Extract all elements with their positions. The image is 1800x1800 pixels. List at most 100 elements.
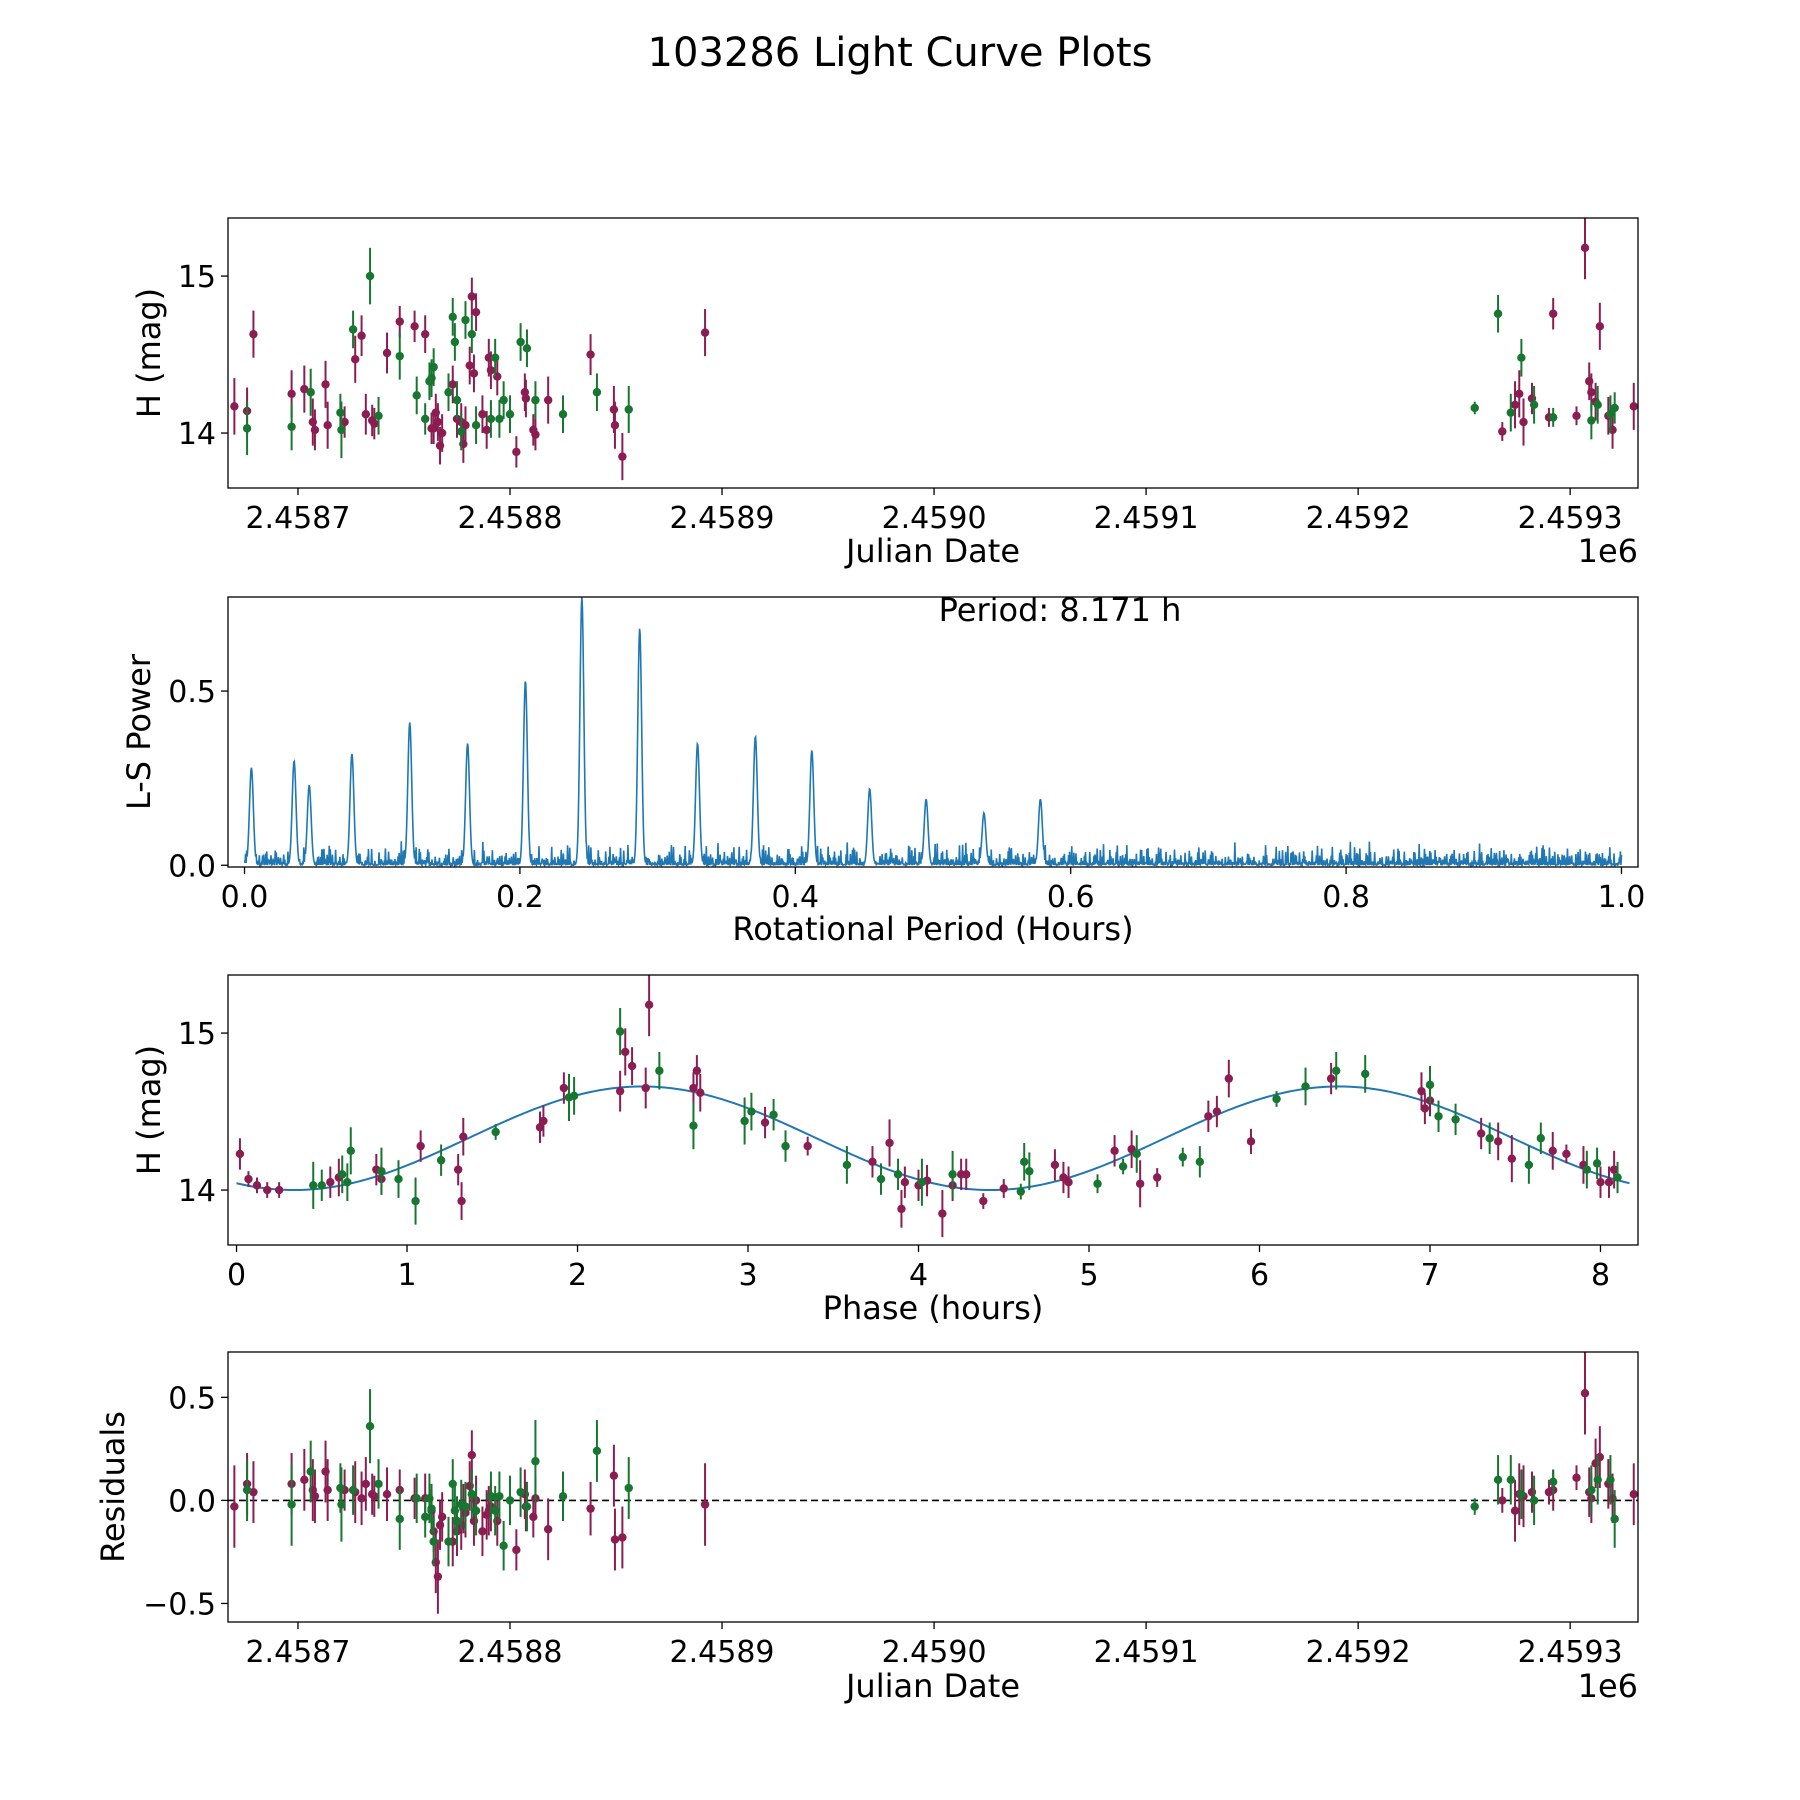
light-curve-y-tick-label: 15 [178, 260, 216, 295]
data-point-g [842, 1160, 852, 1170]
data-point-g [499, 395, 508, 405]
residuals-x-tick-label: 2.4589 [670, 1635, 775, 1670]
data-point-r [361, 1479, 371, 1489]
data-point-r [1595, 322, 1605, 331]
data-point-g [1132, 1149, 1141, 1159]
data-point-g [1020, 1157, 1029, 1167]
data-point-r [1204, 1112, 1213, 1121]
data-point-r [543, 1525, 553, 1534]
data-point-g [1610, 403, 1619, 413]
data-point-g [1593, 400, 1602, 410]
data-point-g [531, 395, 540, 405]
data-point-g [486, 1492, 496, 1501]
data-point-g [531, 1457, 540, 1466]
residuals-x-tick-label: 2.4593 [1518, 1635, 1623, 1670]
data-point-g [374, 411, 383, 420]
residuals-x-tick-label: 2.4592 [1306, 1635, 1411, 1670]
data-point-g [592, 1446, 602, 1456]
data-point-r [644, 1000, 654, 1010]
phased-curve-plot-area [235, 975, 1630, 1238]
data-point-g [769, 1110, 778, 1119]
data-point-g [1606, 410, 1615, 419]
data-point-r [610, 421, 620, 430]
data-point-r [609, 1471, 619, 1480]
light-curve-frame [227, 217, 1639, 489]
data-point-r [1135, 1179, 1145, 1188]
residuals-y-tick-label: −0.5 [143, 1587, 216, 1622]
data-point-g [374, 1479, 383, 1489]
data-point-g [412, 1494, 421, 1503]
data-point-g [1093, 1179, 1102, 1188]
data-point-r [395, 317, 404, 326]
data-point-g [309, 1181, 318, 1190]
data-point-g [1332, 1066, 1341, 1075]
data-point-r [249, 329, 258, 339]
phased-curve-x-tick-label: 5 [1079, 1258, 1098, 1293]
data-point-g [1593, 1475, 1602, 1484]
data-point-r [486, 366, 496, 375]
data-point-r [1562, 1149, 1571, 1159]
data-point-g [1610, 1514, 1619, 1524]
data-point-r [437, 1512, 447, 1522]
data-point-r [897, 1204, 906, 1214]
data-point-r [437, 428, 447, 438]
data-point-g [1582, 1165, 1592, 1174]
light-curve-y-tick-label: 14 [178, 417, 216, 452]
data-point-r [1515, 389, 1524, 399]
figure-title: 103286 Light Curve Plots [648, 30, 1153, 76]
periodogram-y-tick-label: 0.0 [168, 849, 216, 884]
data-point-g [1587, 1485, 1596, 1495]
data-point-g [505, 1496, 515, 1505]
data-point-r [1629, 1490, 1638, 1499]
data-point-r [615, 1086, 625, 1096]
data-point-g [1606, 1475, 1615, 1484]
data-point-r [1498, 1496, 1507, 1505]
data-point-g [338, 1170, 347, 1179]
data-point-g [429, 362, 438, 372]
periodogram-x-tick-label: 0.8 [1322, 880, 1370, 915]
data-point-g [516, 1487, 525, 1497]
data-point-g [1587, 416, 1596, 425]
data-point-r [559, 1083, 569, 1093]
data-point-r [586, 1504, 595, 1513]
data-point-r [1629, 402, 1638, 411]
data-point-r [382, 1490, 392, 1499]
data-point-r [1417, 1086, 1426, 1096]
data-point-r [287, 389, 296, 399]
data-point-r [609, 405, 619, 414]
data-point-r [520, 388, 530, 397]
periodogram-line-group [243, 597, 1623, 867]
periodogram-plot-area [243, 597, 1623, 867]
data-point-r [230, 402, 239, 411]
data-point-r [700, 328, 710, 337]
data-point-r [760, 1118, 770, 1127]
phased-curve-x-tick-label: 1 [397, 1258, 416, 1293]
data-point-r [938, 1209, 947, 1218]
data-point-r [457, 1196, 466, 1206]
data-point-g [336, 1483, 345, 1493]
data-point-r [459, 1132, 468, 1141]
data-point-g [411, 1196, 420, 1206]
data-point-r [1476, 1129, 1486, 1138]
data-point-r [962, 1170, 971, 1179]
data-point-g [781, 1141, 790, 1151]
data-point-g [1434, 1112, 1443, 1121]
data-point-g [337, 1500, 346, 1509]
data-point-g [336, 408, 345, 417]
phased-curve-ylabel: H (mag) [130, 1045, 168, 1175]
data-point-r [1519, 417, 1528, 427]
data-point-g [448, 312, 457, 322]
data-point-g [1613, 1173, 1622, 1182]
data-point-g [343, 1178, 352, 1187]
data-point-r [321, 380, 330, 389]
data-point-r [420, 329, 430, 339]
data-point-g [337, 425, 346, 435]
data-point-g [1529, 1496, 1539, 1505]
phased-curve-x-tick-label: 4 [909, 1258, 928, 1293]
data-point-r [618, 1533, 627, 1542]
data-point-r [1326, 1074, 1336, 1083]
data-point-r [1507, 1154, 1517, 1163]
data-point-g [1301, 1082, 1310, 1091]
data-point-r [1587, 388, 1596, 397]
